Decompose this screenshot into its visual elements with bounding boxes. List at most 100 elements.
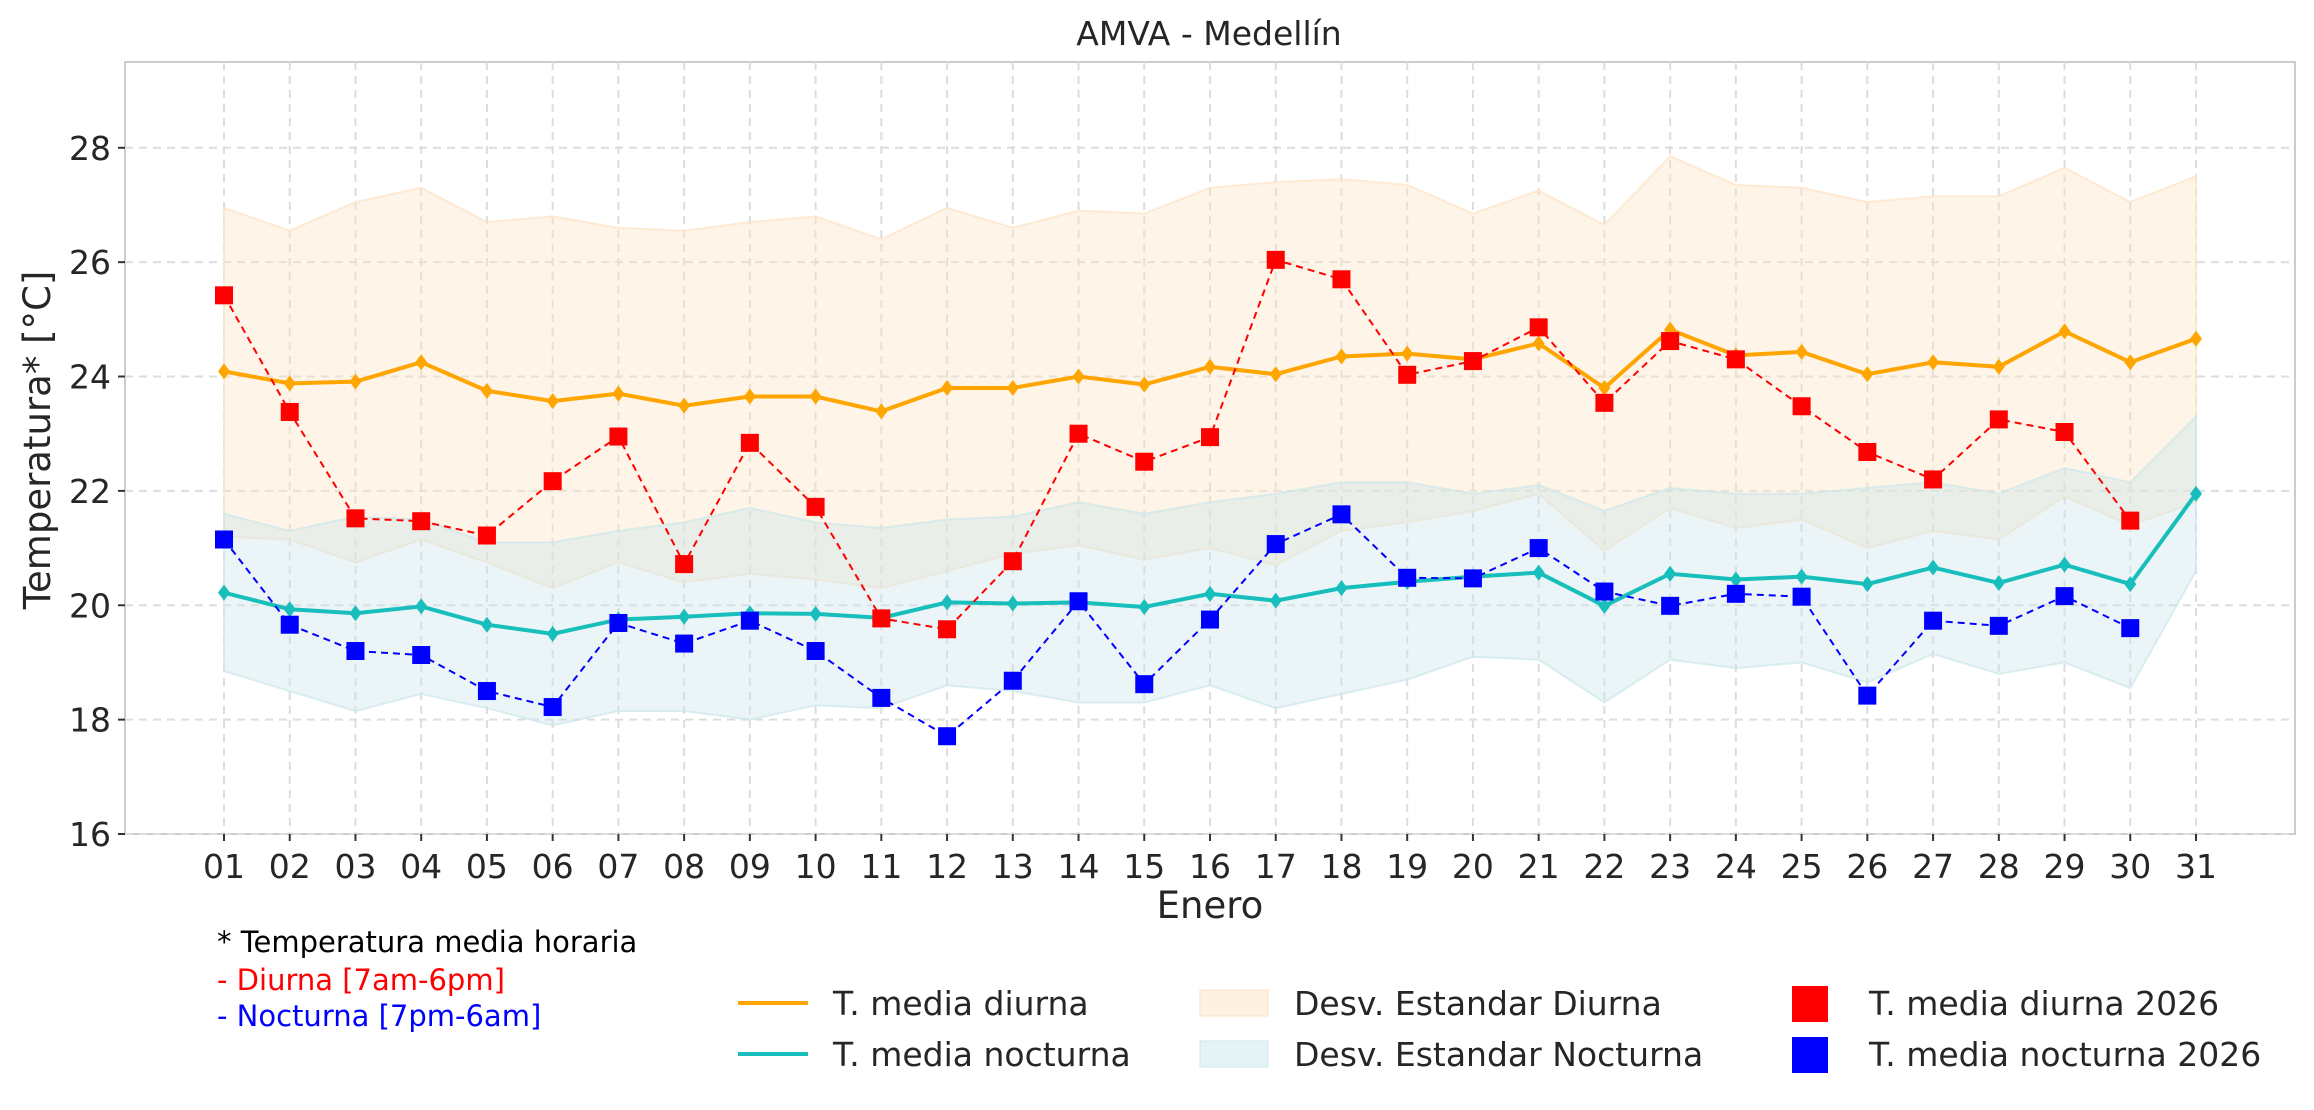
point-diurna-2026 [1463, 352, 1482, 371]
mean-point-nocturna [1927, 559, 1940, 576]
legend-patch-std-nocturna [1199, 1040, 1269, 1068]
mean-point-nocturna [1598, 597, 1611, 614]
legend-label-diurna-2026: T. media diurna 2026 [1868, 984, 2219, 1023]
mean-point-diurna [349, 373, 362, 390]
mean-point-nocturna [480, 616, 493, 633]
mean-point-nocturna [941, 594, 954, 611]
point-nocturna-2026 [412, 646, 431, 665]
mean-point-diurna [941, 379, 954, 396]
point-diurna-2026 [1661, 332, 1680, 351]
mean-point-nocturna [809, 605, 822, 622]
x-tick-label: 09 [729, 847, 771, 886]
point-nocturna-2026 [1463, 569, 1482, 588]
x-tick-label: 18 [1320, 847, 1362, 886]
mean-point-diurna [1598, 379, 1611, 396]
point-diurna-2026 [1726, 350, 1745, 369]
x-tick-label: 20 [1452, 847, 1494, 886]
y-tick-label: 16 [69, 815, 111, 854]
point-diurna-2026 [2055, 422, 2074, 441]
point-diurna-2026 [1069, 424, 1088, 443]
point-nocturna-2026 [1595, 582, 1614, 601]
x-tick-label: 03 [334, 847, 376, 886]
mean-point-diurna [2190, 330, 2202, 347]
y-tick-label: 20 [69, 586, 111, 625]
point-nocturna-2026 [1924, 611, 1943, 630]
point-nocturna-2026 [1529, 539, 1548, 558]
legend-label-std-diurna: Desv. Estandar Diurna [1294, 984, 1662, 1023]
point-nocturna-2026 [2055, 587, 2074, 606]
point-nocturna-2026 [740, 611, 759, 630]
point-diurna-2026 [1201, 428, 1219, 447]
x-tick-label: 16 [1189, 847, 1231, 886]
std-band-nocturna [223, 414, 2197, 727]
footnote: * Temperatura media horaria - Diurna [7a… [217, 925, 637, 1033]
mean-point-diurna [1204, 358, 1216, 375]
mean-point-nocturna [1992, 574, 2005, 591]
x-tick-label: 26 [1846, 847, 1888, 886]
y-tick-label: 18 [69, 701, 111, 740]
mean-point-nocturna [2058, 556, 2071, 573]
footnote-title: * Temperatura media horaria [217, 925, 637, 959]
mean-point-diurna [1401, 345, 1414, 362]
point-nocturna-2026 [1792, 587, 1811, 606]
legend-marker-diurna-2026 [1792, 986, 1828, 1022]
point-nocturna-2026 [1201, 610, 1219, 629]
point-nocturna-2026 [675, 634, 694, 653]
point-diurna-2026 [1529, 318, 1548, 337]
mean-point-nocturna [1664, 565, 1677, 582]
point-diurna-2026 [872, 609, 891, 628]
point-nocturna-2026 [1661, 596, 1680, 615]
legend: T. media diurna T. media nocturna Desv. … [738, 984, 2261, 1074]
mean-point-diurna [480, 382, 493, 399]
x-tick-label: 12 [926, 847, 968, 886]
x-tick-label: 15 [1123, 847, 1165, 886]
mean-point-nocturna [2124, 576, 2137, 593]
mean-point-nocturna [1729, 571, 1742, 588]
x-tick-label: 27 [1912, 847, 1954, 886]
point-nocturna-2026 [1003, 671, 1022, 690]
mean-point-nocturna [1204, 585, 1216, 602]
footnote-diurna: - Diurna [7am-6pm] [217, 963, 505, 997]
x-tick-label: 21 [1518, 847, 1560, 886]
x-tick-label: 05 [466, 847, 508, 886]
point-nocturna-2026 [1332, 505, 1351, 524]
point-diurna-2026 [412, 512, 431, 531]
point-nocturna-2026 [1069, 592, 1088, 611]
mean-point-nocturna [415, 598, 428, 615]
point-diurna-2026 [1989, 410, 2008, 429]
legend-label-diurna: T. media diurna [832, 984, 1089, 1023]
point-nocturna-2026 [806, 642, 825, 661]
point-nocturna-2026 [477, 682, 496, 701]
mean-point-nocturna [1138, 598, 1151, 615]
mean-point-diurna [1006, 379, 1019, 396]
x-tick-label: 14 [1058, 847, 1100, 886]
y-tick-label: 28 [69, 129, 111, 168]
mean-point-nocturna [349, 605, 362, 622]
footnote-nocturna: - Nocturna [7pm-6am] [217, 999, 541, 1033]
legend-patch-std-diurna [1199, 989, 1269, 1017]
x-tick-label: 10 [795, 847, 837, 886]
x-tick-label: 07 [597, 847, 639, 886]
point-diurna-2026 [543, 472, 562, 491]
mean-point-diurna [1861, 366, 1874, 383]
point-nocturna-2026 [1266, 535, 1285, 554]
point-nocturna-2026 [1135, 675, 1154, 694]
x-tick-label: 13 [992, 847, 1034, 886]
x-tick-label: 08 [663, 847, 705, 886]
point-diurna-2026 [1332, 270, 1351, 289]
point-nocturna-2026 [938, 727, 957, 746]
legend-label-nocturna-2026: T. media nocturna 2026 [1868, 1035, 2261, 1074]
mean-point-diurna [415, 354, 428, 371]
legend-marker-nocturna-2026 [1792, 1037, 1828, 1073]
mean-point-nocturna [2190, 485, 2202, 502]
x-tick-label: 30 [2109, 847, 2151, 886]
x-tick-label: 17 [1255, 847, 1297, 886]
point-diurna-2026 [1858, 443, 1877, 462]
point-nocturna-2026 [1398, 568, 1417, 587]
legend-label-std-nocturna: Desv. Estandar Nocturna [1294, 1035, 1703, 1074]
x-tick-label: 23 [1649, 847, 1691, 886]
mean-point-nocturna [1335, 580, 1348, 597]
mean-point-diurna [809, 388, 822, 405]
mean-point-diurna [218, 363, 230, 380]
